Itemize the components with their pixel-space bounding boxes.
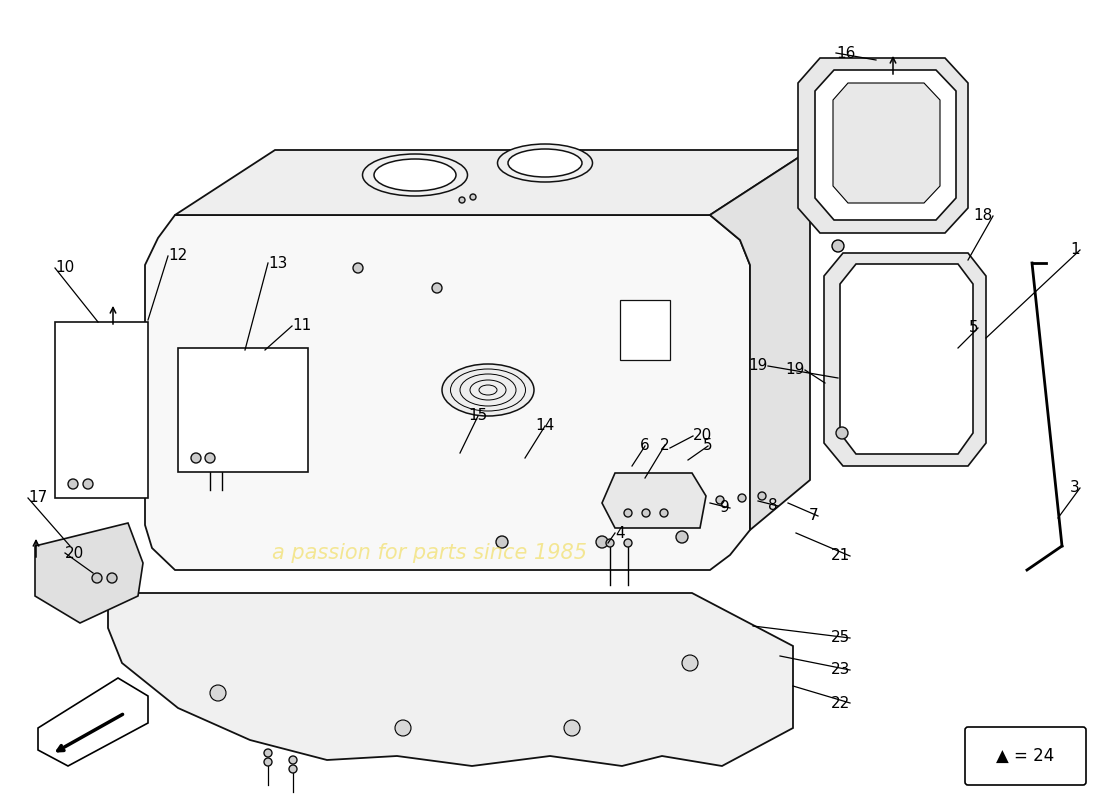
Text: 6: 6	[640, 438, 650, 454]
Text: 11: 11	[292, 318, 311, 334]
Circle shape	[606, 539, 614, 547]
Polygon shape	[833, 83, 940, 203]
Circle shape	[660, 509, 668, 517]
Text: 10: 10	[55, 261, 75, 275]
Circle shape	[624, 539, 632, 547]
Circle shape	[264, 758, 272, 766]
Circle shape	[210, 685, 225, 701]
Text: 20: 20	[693, 429, 713, 443]
Text: 19: 19	[749, 358, 768, 374]
Circle shape	[459, 197, 465, 203]
Text: 15: 15	[469, 409, 487, 423]
Polygon shape	[602, 473, 706, 528]
Text: ▲ = 24: ▲ = 24	[996, 747, 1054, 765]
Text: 12: 12	[168, 249, 187, 263]
Circle shape	[596, 536, 608, 548]
Polygon shape	[824, 253, 986, 466]
Circle shape	[264, 749, 272, 757]
Circle shape	[191, 453, 201, 463]
Text: 13: 13	[268, 255, 287, 270]
Circle shape	[738, 494, 746, 502]
Circle shape	[564, 720, 580, 736]
Ellipse shape	[508, 149, 582, 177]
Text: 1: 1	[1070, 242, 1080, 258]
Circle shape	[107, 573, 117, 583]
Circle shape	[624, 509, 632, 517]
Ellipse shape	[442, 364, 534, 416]
Ellipse shape	[497, 144, 593, 182]
Polygon shape	[178, 348, 308, 472]
Text: 20: 20	[65, 546, 85, 561]
Text: 9: 9	[720, 501, 730, 515]
Text: 18: 18	[974, 209, 993, 223]
Text: 4: 4	[615, 526, 625, 541]
Polygon shape	[55, 322, 148, 498]
Text: 23: 23	[830, 662, 850, 678]
Polygon shape	[35, 523, 143, 623]
Circle shape	[758, 492, 766, 500]
Text: 2: 2	[660, 438, 670, 453]
Text: 7: 7	[808, 509, 818, 523]
Circle shape	[68, 479, 78, 489]
Text: 16: 16	[836, 46, 856, 61]
Circle shape	[470, 194, 476, 200]
Circle shape	[289, 756, 297, 764]
Circle shape	[832, 240, 844, 252]
Circle shape	[82, 479, 94, 489]
Text: 5: 5	[703, 438, 713, 454]
Text: 8: 8	[769, 498, 778, 514]
Polygon shape	[108, 593, 793, 766]
Ellipse shape	[374, 159, 456, 191]
Circle shape	[716, 496, 724, 504]
Polygon shape	[145, 215, 750, 570]
Text: 22: 22	[830, 695, 850, 710]
Text: 14: 14	[536, 418, 554, 434]
Text: 19: 19	[785, 362, 805, 378]
FancyBboxPatch shape	[965, 727, 1086, 785]
Polygon shape	[710, 150, 810, 530]
Polygon shape	[798, 58, 968, 233]
Circle shape	[353, 263, 363, 273]
Polygon shape	[840, 264, 974, 454]
Text: 3: 3	[1070, 481, 1080, 495]
Circle shape	[836, 427, 848, 439]
Circle shape	[682, 655, 698, 671]
Text: 21: 21	[830, 549, 850, 563]
Polygon shape	[175, 150, 810, 215]
Circle shape	[92, 573, 102, 583]
Circle shape	[289, 765, 297, 773]
Polygon shape	[815, 70, 956, 220]
Text: 17: 17	[28, 490, 47, 506]
Ellipse shape	[363, 154, 468, 196]
Text: a passion for parts since 1985: a passion for parts since 1985	[273, 543, 587, 563]
Circle shape	[395, 720, 411, 736]
Text: GU: GU	[344, 349, 616, 511]
Polygon shape	[39, 678, 148, 766]
Text: 5: 5	[968, 321, 978, 335]
Circle shape	[432, 283, 442, 293]
Circle shape	[676, 531, 688, 543]
Circle shape	[205, 453, 214, 463]
Text: 25: 25	[830, 630, 850, 646]
Polygon shape	[620, 300, 670, 360]
Circle shape	[642, 509, 650, 517]
Circle shape	[496, 536, 508, 548]
